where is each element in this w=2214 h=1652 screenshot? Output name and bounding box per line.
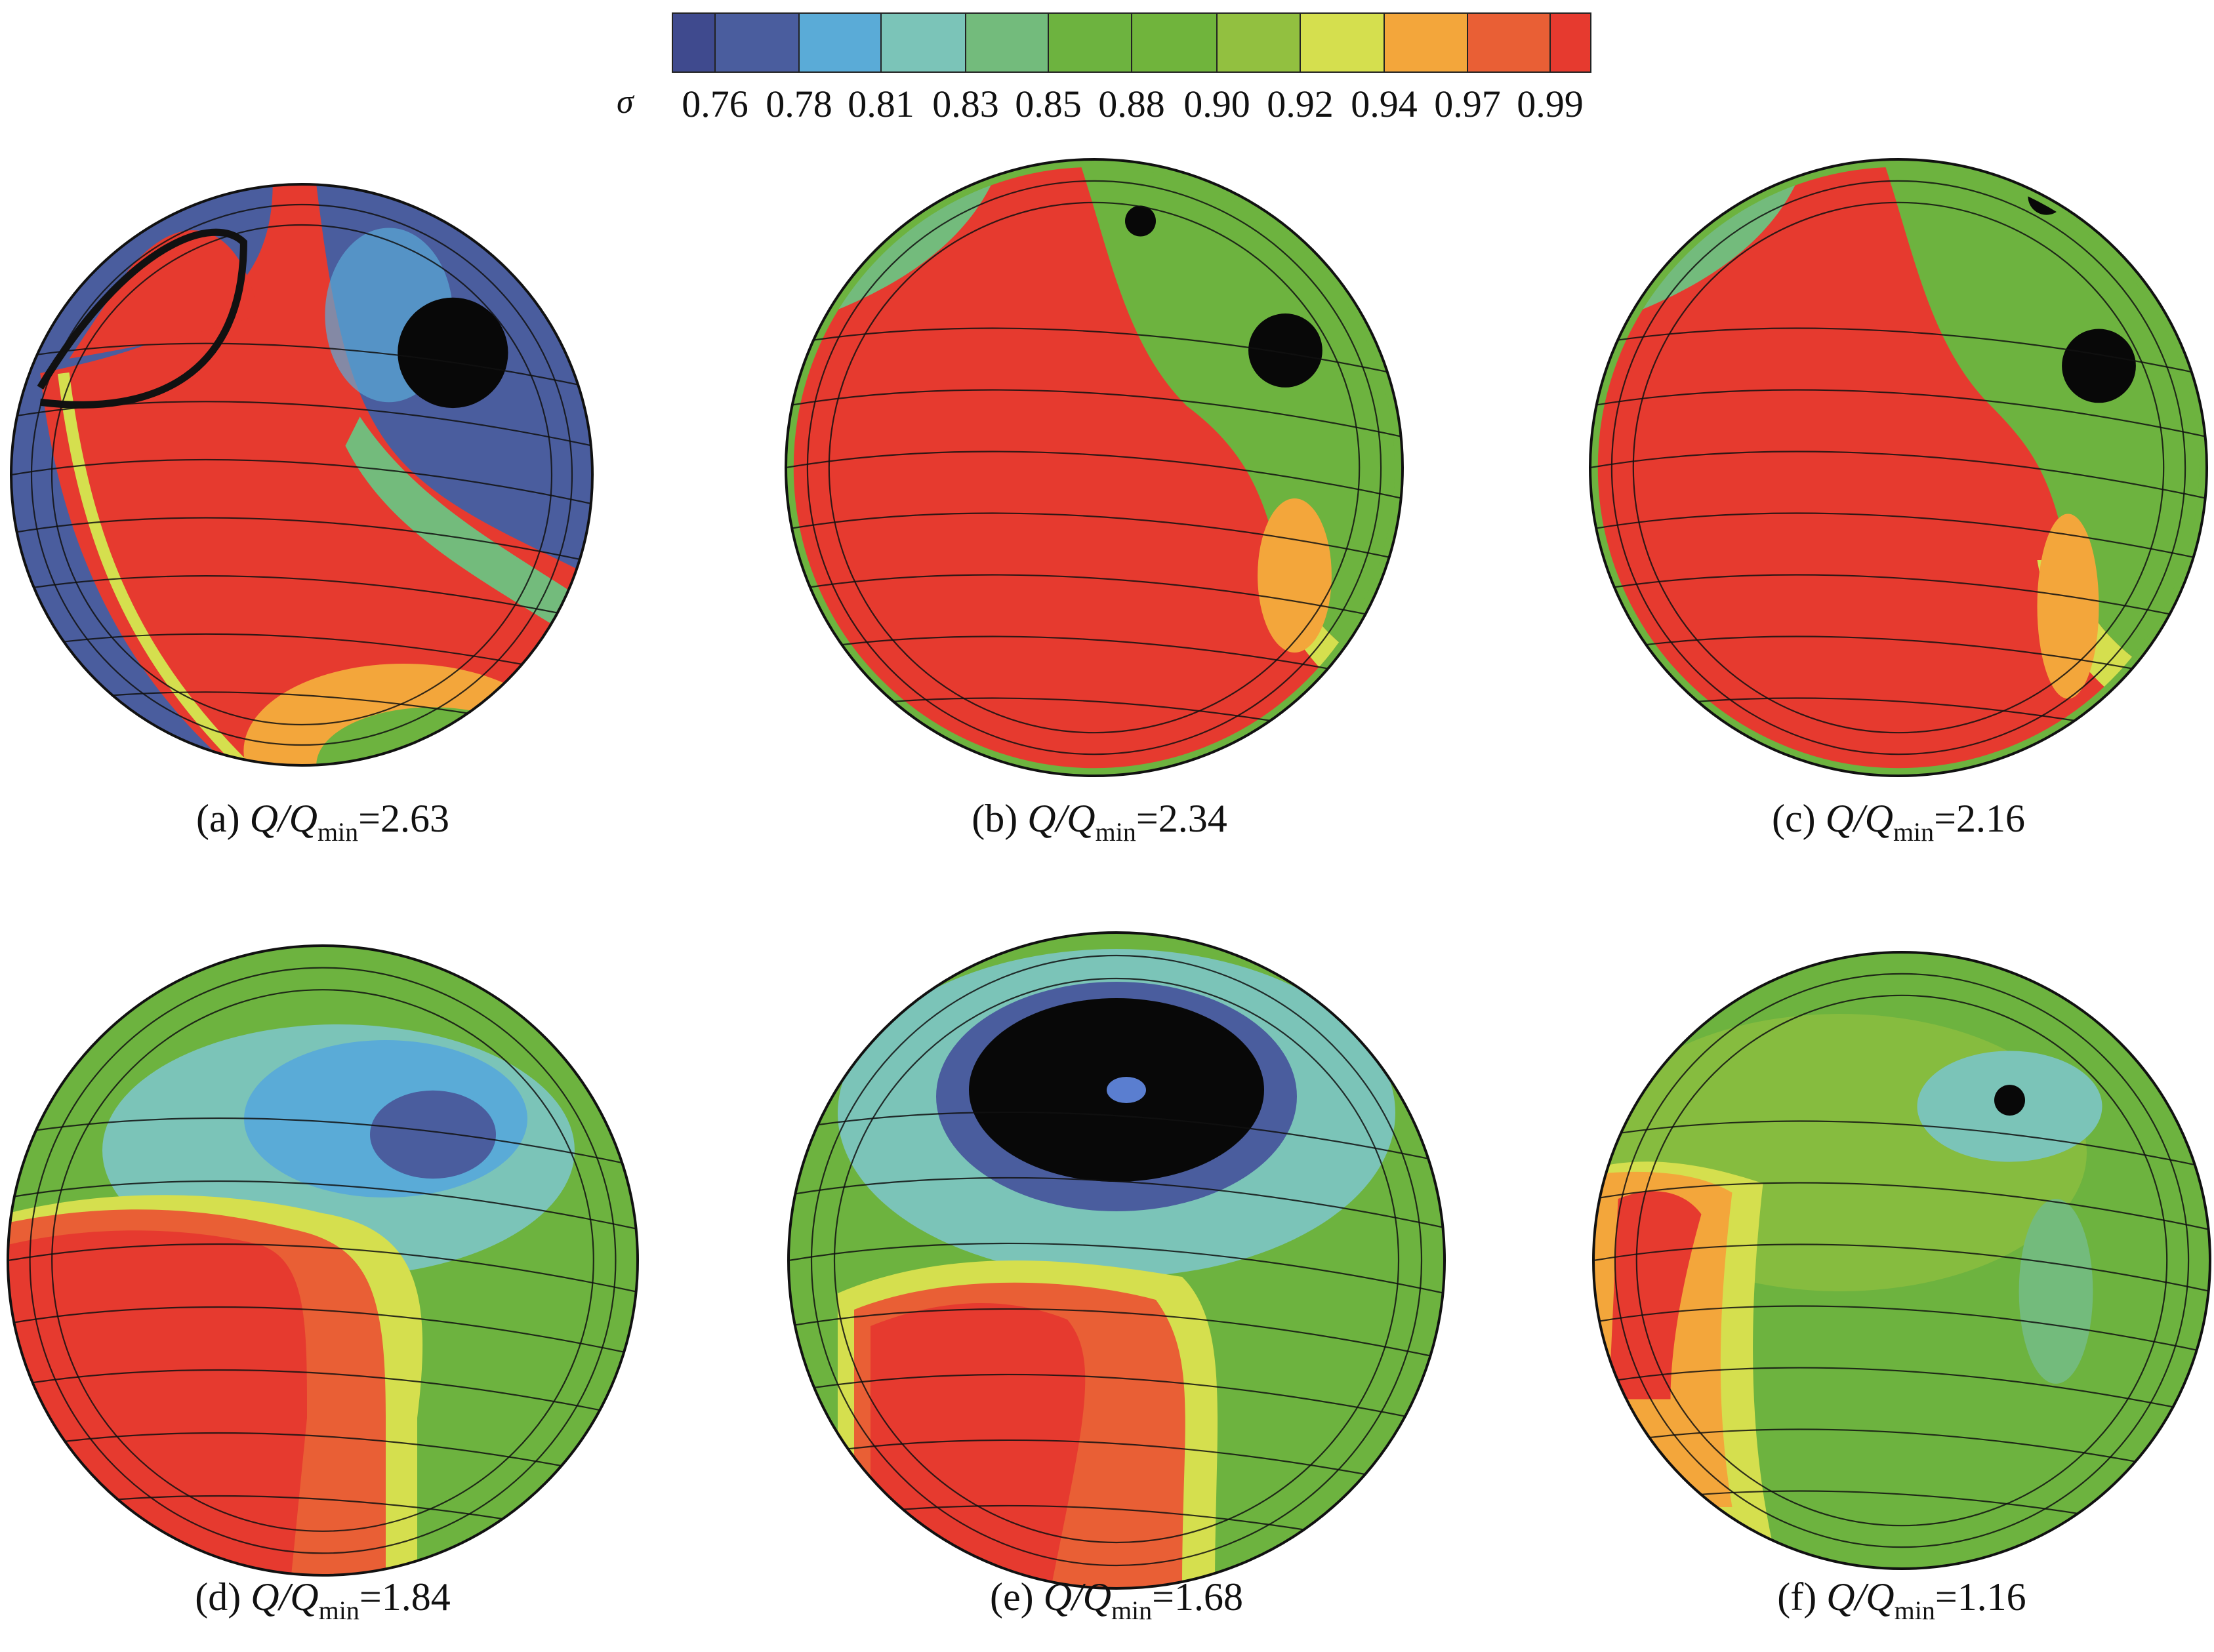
colorbar (672, 12, 1591, 73)
caption-part: min (1096, 817, 1136, 847)
caption-part: (b) (972, 797, 1027, 840)
caption-part: Q (1027, 797, 1056, 840)
panel-caption: (f) Q/Qmin=1.16 (1777, 1575, 2026, 1625)
colorbar-tick-label: 0.88 (1098, 83, 1165, 125)
colorbar-tick-label: 0.94 (1351, 83, 1418, 125)
panel-caption: (b) Q/Qmin=2.34 (972, 797, 1227, 847)
colorbar-swatch (1048, 12, 1132, 73)
caption-part: Q (250, 797, 278, 840)
caption-part: min (318, 817, 358, 847)
colorbar-swatch (798, 12, 882, 73)
caption-part: min (319, 1596, 359, 1625)
colorbar-swatch (965, 12, 1049, 73)
colorbar-tick-label: 0.76 (682, 83, 748, 125)
caption-part: Q (251, 1575, 279, 1619)
colorbar-tick-label: 0.97 (1434, 83, 1501, 125)
caption-part: min (1111, 1596, 1152, 1625)
panel-caption: (d) Q/Qmin=1.84 (195, 1575, 450, 1625)
colorbar-tick-label: 0.92 (1267, 83, 1334, 125)
colorbar-swatch (672, 12, 716, 73)
caption-part: Q (1826, 1575, 1855, 1619)
caption-part: min (1895, 1596, 1935, 1625)
caption-part: (a) (196, 797, 250, 840)
caption-part: Q (1044, 1575, 1072, 1619)
caption-part: (c) (1772, 797, 1826, 840)
colorbar-swatch (1467, 12, 1551, 73)
colorbar-tick-label: 0.85 (1015, 83, 1082, 125)
panel-caption: (a) Q/Qmin=2.63 (196, 797, 449, 847)
panel-b-contour (786, 159, 1403, 776)
caption-part: Q (289, 797, 318, 840)
panel-f-contour (1593, 952, 2210, 1569)
colorbar-swatch (880, 12, 966, 73)
caption-part: =1.84 (359, 1575, 451, 1619)
caption-part: =2.63 (358, 797, 449, 840)
colorbar-tick-label: 0.90 (1183, 83, 1250, 125)
colorbar-tick-label: 0.81 (848, 83, 914, 125)
colorbar-symbol: σ (617, 83, 635, 121)
caption-part: Q (1067, 797, 1095, 840)
caption-part: =2.16 (1934, 797, 2025, 840)
panel-caption: (c) Q/Qmin=2.16 (1772, 797, 2025, 847)
colorbar-swatch (1384, 12, 1468, 73)
colorbar-tick-label: 0.83 (932, 83, 999, 125)
caption-part: Q (1865, 797, 1893, 840)
caption-part: min (1893, 817, 1934, 847)
panel-caption: (e) Q/Qmin=1.68 (990, 1575, 1243, 1625)
caption-part: Q (1866, 1575, 1894, 1619)
panel-c-contour (1590, 159, 2207, 776)
caption-part: =2.34 (1136, 797, 1227, 840)
caption-part: =1.68 (1152, 1575, 1243, 1619)
caption-part: (d) (195, 1575, 251, 1619)
colorbar-tick-label: 0.78 (766, 83, 832, 125)
colorbar-swatch (1216, 12, 1301, 73)
colorbar-swatch (1131, 12, 1218, 73)
panel-d-contour (8, 946, 638, 1575)
colorbar-swatch (1549, 12, 1591, 73)
caption-part: (f) (1777, 1575, 1826, 1619)
panel-e-contour (789, 933, 1445, 1588)
colorbar-swatch (714, 12, 800, 73)
panel-a-contour (11, 184, 592, 838)
caption-part: Q (1083, 1575, 1111, 1619)
caption-part: =1.16 (1935, 1575, 2026, 1619)
colorbar-swatch (1300, 12, 1385, 73)
caption-part: (e) (990, 1575, 1044, 1619)
colorbar-tick-label: 0.99 (1517, 83, 1584, 125)
caption-part: Q (1826, 797, 1854, 840)
caption-part: Q (290, 1575, 318, 1619)
